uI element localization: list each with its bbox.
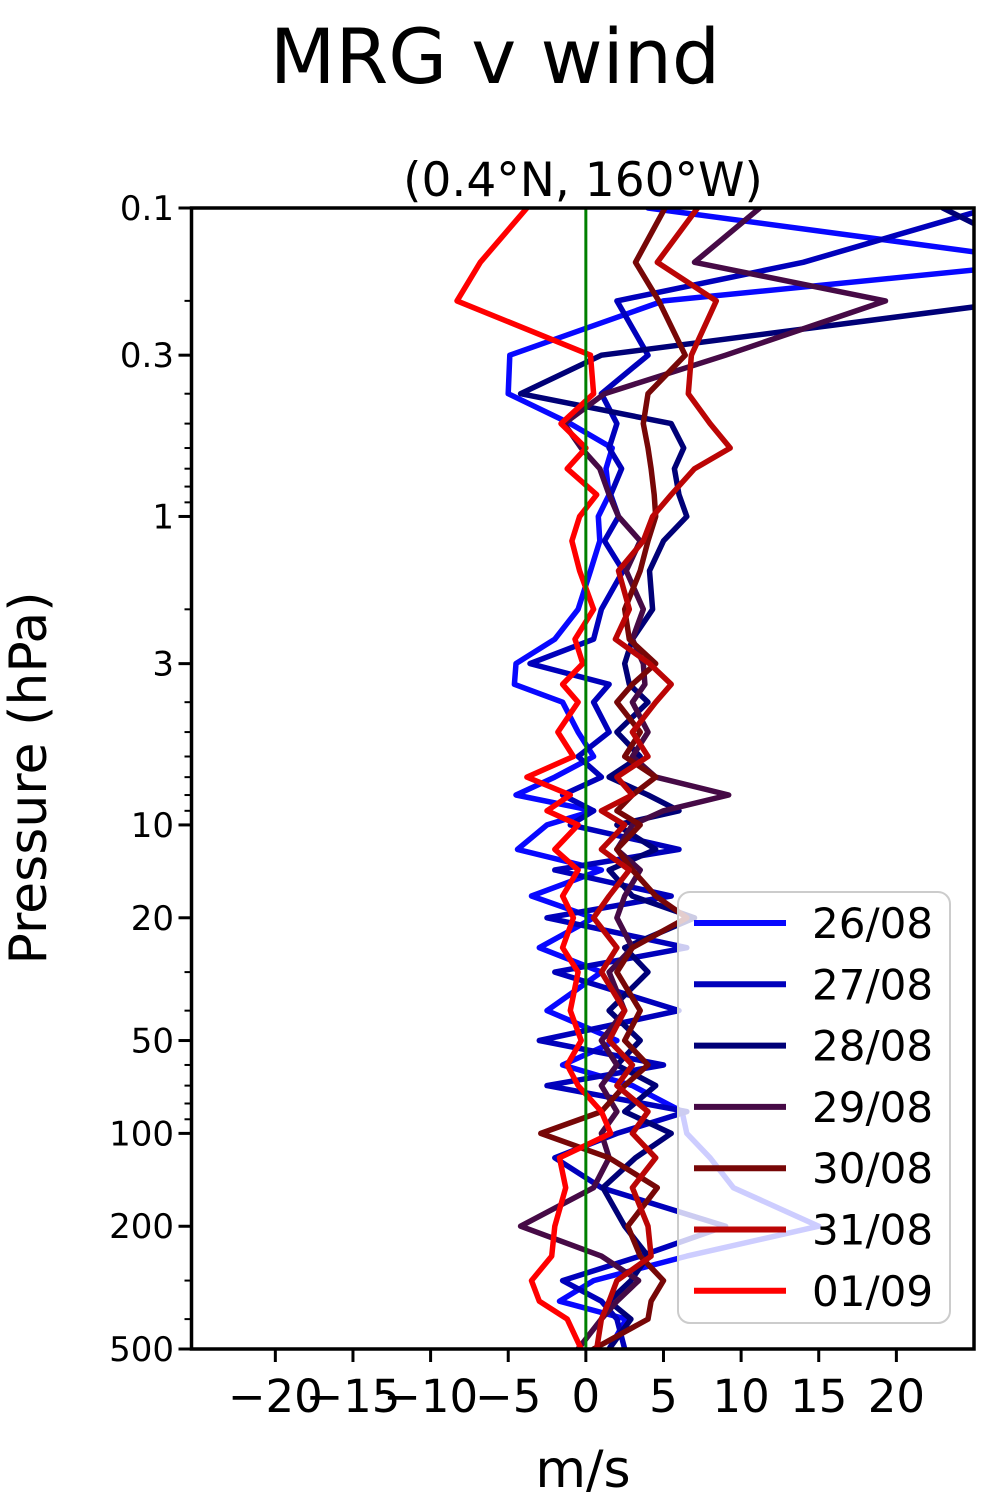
legend-box: [677, 891, 951, 1324]
x-tick-label: 5: [649, 1370, 678, 1423]
y-tick-label: 3: [152, 645, 174, 685]
legend-label-01-09: 01/09: [812, 1267, 933, 1316]
y-tick-label: 200: [109, 1207, 174, 1247]
series-line-27-08: [527, 209, 974, 1349]
page-title: MRG v wind: [270, 12, 720, 101]
x-tick-label: 0: [572, 1370, 601, 1423]
legend-label-27-08: 27/08: [812, 960, 933, 1009]
legend: 26/08 27/08 28/08 29/08 30/08 31/08 01/09: [677, 891, 951, 1324]
y-tick-label: 50: [131, 1022, 174, 1062]
y-axis-label: Pressure (hPa): [0, 592, 59, 965]
y-tick-label: 0.1: [120, 189, 174, 229]
axis-tick-labels: −20−15−10−5 0 5 10 15 20 0.1 0.3 1 3 10 20 50 100 200 5…: [109, 189, 925, 1423]
legend-label-29-08: 29/08: [812, 1083, 933, 1132]
legend-label-26-08: 26/08: [812, 899, 933, 948]
series-line-30-08: [538, 208, 690, 1349]
legend-label-31-08: 31/08: [812, 1206, 933, 1255]
y-tick-label: 20: [131, 899, 174, 939]
x-tick-label: 20: [868, 1370, 925, 1423]
y-tick-label: 0.3: [120, 336, 174, 376]
subtitle-location: (0.4°N, 160°W): [403, 153, 763, 208]
x-axis-label: m/s: [535, 1440, 630, 1500]
y-tick-label: 500: [109, 1330, 174, 1370]
y-tick-label: 1: [152, 497, 174, 537]
y-tick-label: 10: [131, 806, 174, 846]
x-tick-label: −5: [475, 1370, 541, 1423]
legend-label-28-08: 28/08: [812, 1022, 933, 1071]
x-tick-label: 10: [712, 1370, 769, 1423]
x-tick-label: 15: [790, 1370, 847, 1423]
series-line-31-08: [590, 208, 733, 1349]
x-tick-label: −15: [305, 1370, 400, 1423]
x-tick-label: −20: [228, 1370, 323, 1423]
x-tick-label: −10: [383, 1370, 478, 1423]
legend-label-30-08: 30/08: [812, 1144, 933, 1193]
series-line-01-09: [454, 208, 614, 1349]
series-lines: [454, 208, 974, 1349]
y-tick-label: 100: [109, 1114, 174, 1154]
plot-frame: [189, 206, 976, 1351]
series-line-28-08: [517, 208, 974, 1349]
